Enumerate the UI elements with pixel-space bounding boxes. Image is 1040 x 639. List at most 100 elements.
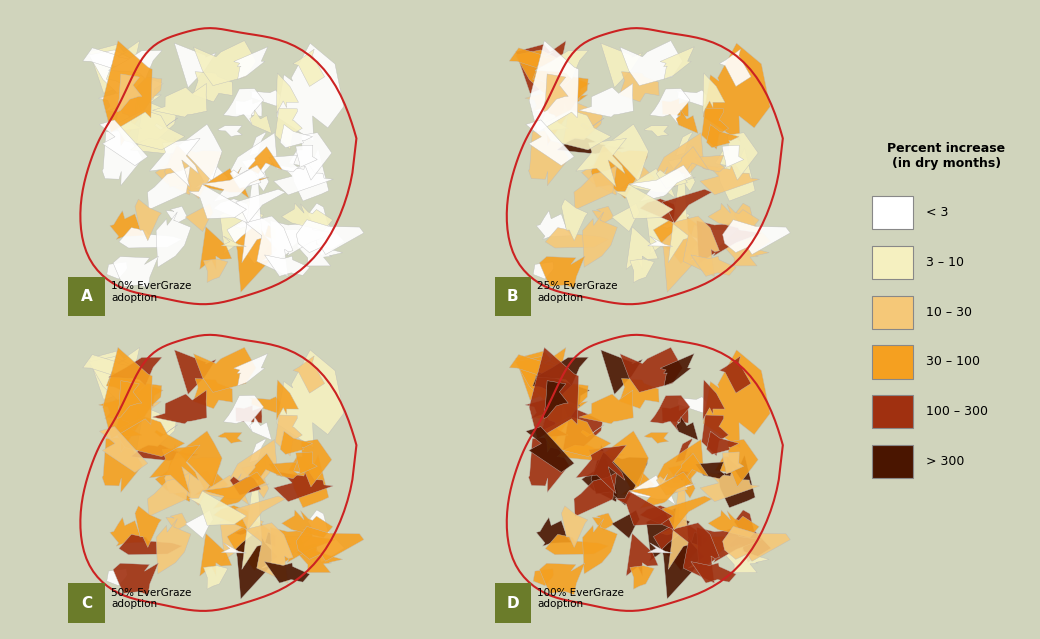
Polygon shape	[227, 213, 282, 264]
Polygon shape	[276, 108, 303, 150]
Polygon shape	[89, 357, 150, 418]
Polygon shape	[268, 462, 298, 479]
Polygon shape	[218, 126, 242, 137]
Polygon shape	[672, 523, 720, 583]
Polygon shape	[155, 445, 191, 502]
Polygon shape	[118, 381, 141, 419]
Bar	[872, 245, 913, 279]
Polygon shape	[201, 473, 269, 505]
Polygon shape	[576, 445, 626, 493]
Polygon shape	[516, 348, 566, 400]
Polygon shape	[716, 440, 758, 487]
Polygon shape	[627, 473, 696, 505]
Polygon shape	[645, 126, 669, 137]
Polygon shape	[194, 164, 229, 189]
Polygon shape	[277, 73, 298, 113]
Polygon shape	[581, 138, 618, 195]
Polygon shape	[193, 348, 256, 392]
Polygon shape	[615, 184, 673, 219]
Polygon shape	[107, 569, 127, 586]
Polygon shape	[193, 72, 233, 102]
Polygon shape	[723, 220, 790, 254]
Polygon shape	[235, 98, 262, 116]
Polygon shape	[119, 227, 182, 248]
Polygon shape	[230, 476, 261, 495]
Polygon shape	[296, 527, 364, 561]
Polygon shape	[532, 65, 590, 100]
Polygon shape	[213, 505, 252, 530]
Polygon shape	[264, 255, 310, 277]
Polygon shape	[706, 431, 739, 454]
Polygon shape	[242, 475, 262, 569]
Polygon shape	[601, 43, 643, 88]
Polygon shape	[185, 510, 213, 538]
Polygon shape	[280, 125, 313, 148]
Polygon shape	[576, 138, 626, 187]
Polygon shape	[116, 404, 136, 427]
Polygon shape	[193, 41, 256, 86]
Polygon shape	[648, 543, 673, 553]
Polygon shape	[645, 433, 669, 443]
Polygon shape	[691, 562, 736, 583]
Polygon shape	[700, 161, 759, 195]
Polygon shape	[702, 415, 729, 456]
Polygon shape	[591, 452, 648, 505]
Polygon shape	[626, 227, 658, 270]
Polygon shape	[235, 528, 248, 535]
Polygon shape	[274, 161, 333, 195]
Polygon shape	[114, 417, 185, 457]
Polygon shape	[102, 130, 142, 186]
Polygon shape	[706, 125, 739, 148]
Polygon shape	[250, 417, 271, 440]
Polygon shape	[516, 41, 566, 93]
Polygon shape	[175, 43, 216, 88]
Polygon shape	[675, 397, 710, 413]
Polygon shape	[529, 348, 578, 439]
Polygon shape	[708, 510, 759, 537]
Polygon shape	[300, 203, 344, 256]
Polygon shape	[661, 405, 688, 423]
Polygon shape	[250, 439, 266, 463]
Polygon shape	[150, 138, 200, 187]
Polygon shape	[723, 527, 790, 561]
Polygon shape	[136, 96, 176, 144]
Polygon shape	[661, 222, 674, 228]
Polygon shape	[516, 50, 576, 111]
Polygon shape	[656, 133, 703, 189]
Polygon shape	[708, 203, 759, 231]
Polygon shape	[723, 239, 770, 266]
Polygon shape	[579, 390, 633, 424]
Polygon shape	[236, 224, 291, 292]
Polygon shape	[697, 220, 761, 264]
Polygon shape	[525, 395, 565, 424]
Polygon shape	[700, 468, 759, 502]
Polygon shape	[293, 356, 324, 393]
Polygon shape	[656, 440, 703, 496]
Polygon shape	[130, 444, 198, 461]
Polygon shape	[695, 462, 725, 479]
Polygon shape	[224, 396, 263, 431]
Polygon shape	[676, 417, 698, 440]
Bar	[872, 395, 913, 428]
Polygon shape	[245, 523, 293, 583]
Text: 10% EverGraze
adoption: 10% EverGraze adoption	[111, 281, 191, 303]
Polygon shape	[528, 130, 569, 186]
Polygon shape	[293, 49, 324, 86]
Polygon shape	[543, 107, 568, 130]
Polygon shape	[560, 401, 588, 414]
Polygon shape	[110, 211, 146, 240]
Polygon shape	[113, 563, 158, 595]
Polygon shape	[726, 510, 771, 562]
Polygon shape	[244, 164, 262, 178]
Polygon shape	[262, 230, 311, 261]
Polygon shape	[653, 520, 708, 571]
Polygon shape	[722, 145, 744, 167]
Polygon shape	[697, 527, 761, 571]
Polygon shape	[546, 383, 589, 452]
Polygon shape	[620, 378, 659, 409]
Polygon shape	[193, 378, 233, 409]
Polygon shape	[250, 132, 266, 156]
Polygon shape	[100, 427, 148, 472]
Polygon shape	[178, 124, 223, 181]
Polygon shape	[155, 118, 178, 130]
